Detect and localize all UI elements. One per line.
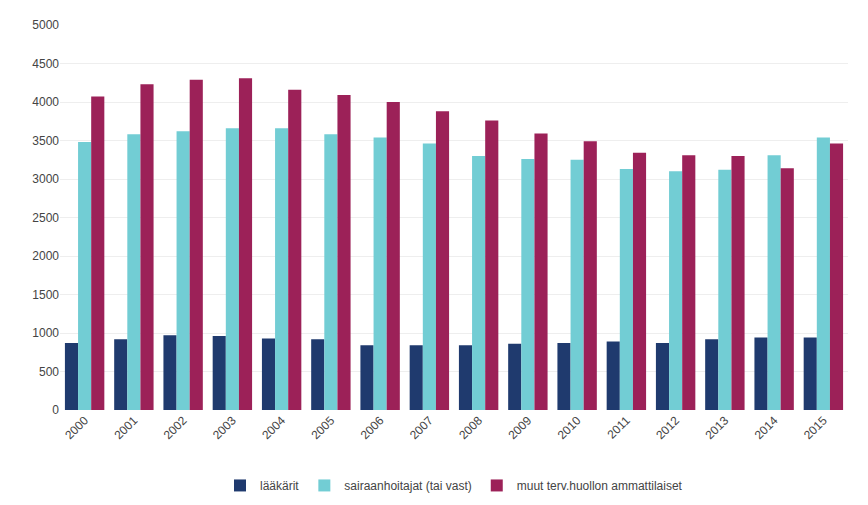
svg-text:4000: 4000 [32,95,59,109]
svg-text:lääkärit: lääkärit [260,479,299,493]
svg-text:2500: 2500 [32,211,59,225]
svg-text:2000: 2000 [62,413,91,442]
svg-text:2001: 2001 [111,413,140,442]
svg-text:2007: 2007 [407,413,436,442]
svg-text:2003: 2003 [210,413,239,442]
svg-text:2006: 2006 [358,413,387,442]
svg-text:2009: 2009 [505,413,534,442]
svg-text:2011: 2011 [605,413,633,441]
svg-text:sairaanhoitajat (tai vast): sairaanhoitajat (tai vast) [344,479,471,493]
svg-text:muut terv.huollon ammattilaise: muut terv.huollon ammattilaiset [517,479,683,493]
svg-text:1000: 1000 [32,326,59,340]
svg-text:4500: 4500 [32,57,59,71]
svg-text:2004: 2004 [259,413,288,442]
svg-text:5000: 5000 [32,18,59,32]
svg-text:2008: 2008 [456,413,485,442]
svg-text:2014: 2014 [752,413,781,442]
svg-text:2005: 2005 [308,413,337,442]
svg-text:500: 500 [39,365,59,379]
svg-text:2002: 2002 [161,413,190,442]
svg-text:0: 0 [52,403,59,417]
svg-text:2000: 2000 [32,249,59,263]
svg-text:3000: 3000 [32,172,59,186]
svg-text:1500: 1500 [32,288,59,302]
svg-text:2013: 2013 [702,413,731,442]
svg-text:2015: 2015 [801,413,830,442]
svg-text:3500: 3500 [32,134,59,148]
svg-text:2010: 2010 [555,413,584,442]
svg-text:2012: 2012 [653,413,682,442]
